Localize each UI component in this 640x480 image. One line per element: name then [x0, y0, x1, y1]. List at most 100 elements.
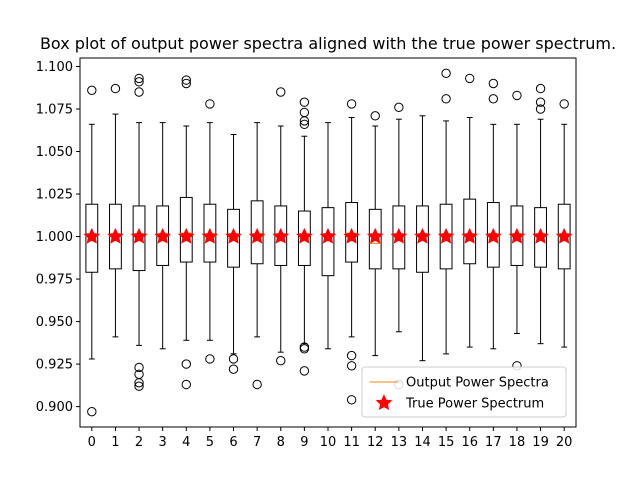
x-axis: 0 1 2 3 4 5 6 7 8 9 10 11 12 13 14 15 16 17 18 19 20: [88, 427, 573, 450]
outlier-point: [394, 102, 404, 113]
x-tick-label: 9: [300, 435, 308, 450]
true-spectrum-marker: [272, 227, 290, 244]
y-tick-label: 0.900: [36, 400, 73, 415]
plot-frame: [79, 57, 577, 428]
y-tick-label: 1.000: [36, 230, 73, 245]
box-17: [485, 78, 502, 350]
outlier-point: [299, 119, 310, 130]
box-14: [414, 115, 431, 362]
outlier-point: [134, 73, 144, 84]
outlier-point: [134, 77, 144, 87]
x-tick-label: 5: [206, 435, 214, 450]
box-3: [154, 122, 171, 350]
box-11: [343, 99, 360, 405]
iqr-box: [463, 198, 477, 265]
box-2: [130, 73, 148, 391]
outlier-point: [346, 361, 357, 371]
outlier-point: [488, 94, 499, 104]
iqr-box: [250, 200, 264, 265]
box-19: [532, 83, 549, 345]
legend-box: [361, 366, 567, 418]
true-spectrum-marker: [248, 227, 266, 244]
true-spectrum-marker: [390, 227, 408, 244]
true-spectrum-marker: [178, 227, 195, 244]
true-spectrum-marker: [532, 227, 549, 244]
outlier-point: [559, 99, 569, 109]
x-tick-label: 17: [485, 435, 502, 450]
true-spectrum-marker: [296, 227, 313, 244]
box-5: [201, 99, 219, 364]
iqr-box: [321, 207, 335, 277]
outlier-point: [181, 78, 191, 89]
outlier-point: [134, 381, 144, 391]
box-6: [225, 134, 242, 374]
outlier-point: [134, 362, 144, 373]
x-tick-label: 14: [414, 435, 431, 450]
box-16: [461, 73, 478, 348]
iqr-box: [85, 203, 99, 273]
iqr-box: [534, 207, 547, 268]
x-tick-label: 13: [391, 435, 408, 450]
outlier-point: [488, 78, 499, 89]
outlier-point: [299, 344, 310, 354]
y-axis: 0.900 0.925 0.950 0.975 1.000 1.025 1.050 1.075…: [36, 60, 80, 415]
box-12: [366, 111, 384, 357]
outlier-point: [87, 85, 97, 96]
outlier-point: [205, 354, 215, 364]
true-spectrum-marker: [319, 227, 337, 244]
chart-title: Box plot of output power spectra aligned…: [40, 34, 616, 53]
box-8: [272, 87, 290, 366]
outlier-point: [346, 395, 357, 405]
outlier-point: [299, 366, 310, 376]
x-tick-label: 19: [532, 435, 549, 450]
iqr-box: [368, 208, 382, 270]
outlier-point: [535, 104, 546, 114]
outlier-point: [512, 90, 522, 101]
x-tick-label: 11: [343, 435, 360, 450]
true-spectrum-marker: [461, 227, 478, 244]
true-spectrum-marker: [201, 227, 219, 244]
x-tick-label: 6: [229, 435, 237, 450]
outlier-point: [276, 355, 286, 366]
box-10: [319, 122, 337, 350]
legend-label-true: True Power Spectrum: [405, 397, 544, 412]
outlier-point: [276, 87, 286, 97]
outlier-point: [181, 359, 191, 369]
box-7: [248, 122, 266, 390]
box-4: [178, 75, 195, 390]
true-spectrum-marker: [107, 227, 124, 244]
x-tick-label: 15: [438, 435, 455, 450]
box-1: [107, 83, 124, 338]
y-tick-label: 1.075: [36, 103, 73, 118]
iqr-box: [179, 196, 193, 263]
y-tick-label: 0.925: [36, 358, 73, 373]
y-tick-label: 1.050: [36, 145, 73, 160]
outlier-point: [181, 75, 191, 85]
legend: Output Power Spectra True Power Spectrum: [361, 366, 567, 418]
outlier-point: [535, 83, 546, 94]
outlier-point: [87, 406, 97, 417]
legend-label-output: Output Power Spectra: [406, 376, 549, 391]
outlier-point: [228, 354, 239, 364]
outlier-point: [465, 73, 475, 84]
true-spectrum-marker: [414, 227, 431, 244]
outlier-point: [441, 68, 451, 79]
x-tick-label: 2: [135, 435, 143, 450]
true-spectrum-marker: [437, 227, 455, 244]
outlier-point: [299, 116, 310, 126]
outlier-point: [370, 111, 380, 121]
box-9: [296, 97, 313, 376]
outlier-point: [346, 350, 357, 361]
outlier-point: [299, 107, 310, 118]
box-15: [437, 68, 455, 355]
iqr-box: [132, 205, 146, 272]
y-tick-label: 0.950: [36, 315, 73, 330]
outlier-point: [205, 99, 215, 109]
x-tick-label: 8: [277, 435, 285, 450]
plot-area: [83, 68, 573, 417]
x-tick-label: 0: [88, 435, 96, 450]
outlier-point: [252, 379, 262, 390]
x-tick-label: 20: [556, 435, 573, 450]
true-spectrum-marker: [508, 227, 526, 244]
outlier-point: [299, 97, 310, 107]
